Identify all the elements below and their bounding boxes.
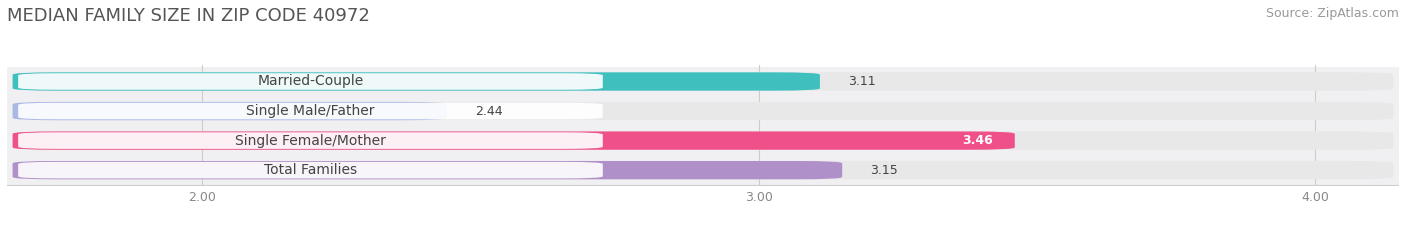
FancyBboxPatch shape xyxy=(7,155,1399,185)
FancyBboxPatch shape xyxy=(13,161,1393,179)
FancyBboxPatch shape xyxy=(18,162,603,178)
Text: Source: ZipAtlas.com: Source: ZipAtlas.com xyxy=(1265,7,1399,20)
FancyBboxPatch shape xyxy=(18,132,603,149)
FancyBboxPatch shape xyxy=(13,102,1393,120)
Text: 3.15: 3.15 xyxy=(870,164,898,177)
FancyBboxPatch shape xyxy=(13,131,1393,150)
Text: Total Families: Total Families xyxy=(264,163,357,177)
FancyBboxPatch shape xyxy=(13,102,447,120)
Text: 3.46: 3.46 xyxy=(962,134,993,147)
FancyBboxPatch shape xyxy=(7,96,1399,126)
Text: Single Female/Mother: Single Female/Mother xyxy=(235,134,385,147)
FancyBboxPatch shape xyxy=(7,126,1399,155)
FancyBboxPatch shape xyxy=(18,103,603,119)
FancyBboxPatch shape xyxy=(13,161,842,179)
FancyBboxPatch shape xyxy=(18,73,603,90)
FancyBboxPatch shape xyxy=(13,131,1015,150)
Text: MEDIAN FAMILY SIZE IN ZIP CODE 40972: MEDIAN FAMILY SIZE IN ZIP CODE 40972 xyxy=(7,7,370,25)
Text: Married-Couple: Married-Couple xyxy=(257,75,364,89)
FancyBboxPatch shape xyxy=(7,67,1399,96)
Text: 3.11: 3.11 xyxy=(848,75,876,88)
FancyBboxPatch shape xyxy=(13,72,1393,91)
Text: 2.44: 2.44 xyxy=(475,105,502,117)
Text: Single Male/Father: Single Male/Father xyxy=(246,104,375,118)
FancyBboxPatch shape xyxy=(13,72,820,91)
